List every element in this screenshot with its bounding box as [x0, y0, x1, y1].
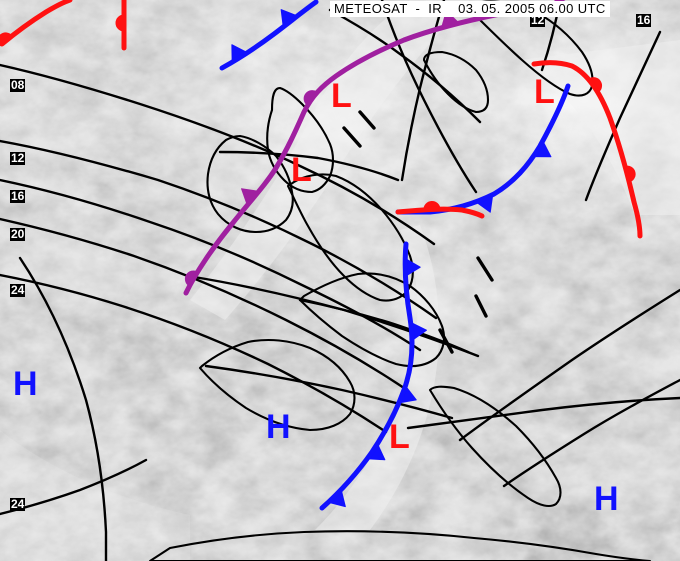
cold-front-western-europe — [327, 257, 427, 508]
trough-alps-2 — [438, 328, 454, 354]
pressure-label-20-3: 20 — [10, 227, 26, 241]
coast-england-wales — [286, 173, 414, 302]
isobar-24 — [0, 273, 388, 434]
warm-front-central-europe-line — [395, 206, 485, 219]
low-pressure-marker-2: L — [534, 73, 555, 111]
pressure-label-12-1: 12 — [10, 151, 26, 165]
coastlines — [148, 0, 652, 561]
trough-alps-1 — [476, 256, 494, 282]
isobar-12 — [0, 139, 438, 320]
trough-uk-1 — [358, 110, 376, 130]
isobar-08 — [0, 63, 436, 246]
isobar-west-arc — [18, 256, 108, 561]
isobar-south-2 — [204, 364, 454, 420]
isobar-south-1 — [406, 396, 680, 430]
cold-front-north-atlantic — [231, 9, 298, 63]
isobar-ne-2 — [584, 30, 662, 202]
pressure-label-24-4: 24 — [10, 283, 26, 297]
coast-iberia — [198, 338, 356, 432]
coast-ireland — [206, 134, 294, 234]
trough-se — [474, 294, 488, 318]
high-pressure-marker-6: H — [594, 480, 619, 518]
high-pressure-marker-5: H — [266, 408, 291, 446]
warm-front-scandinavia-line — [531, 60, 643, 239]
cold-front-western-europe-line — [319, 241, 415, 511]
isobar-gb — [218, 150, 400, 182]
isobar-north-2 — [400, 0, 446, 182]
coast-scotland — [266, 86, 335, 194]
low-pressure-marker-3: L — [389, 418, 410, 456]
pressure-label-16-2: 16 — [10, 189, 26, 203]
occluded-front-british-isles — [184, 0, 569, 287]
coast-denmark — [422, 50, 490, 114]
isobar-se-2 — [502, 378, 680, 488]
pressure-label-16-7: 16 — [636, 13, 652, 27]
trough-marks — [342, 110, 494, 354]
coast-north-africa — [148, 530, 652, 561]
isobar-scandi — [328, 8, 482, 124]
coast-italy — [428, 385, 562, 508]
low-pressure-marker-1: L — [291, 151, 312, 189]
low-pressure-marker-0: L — [331, 77, 352, 115]
pressure-label-24-5: 24 — [10, 497, 26, 511]
chart-header-title: METEOSAT - IR 03. 05. 2005 06.00 UTC — [330, 1, 610, 17]
occluded-front-british-isles-line — [183, 4, 589, 296]
isobar-north-1 — [380, 0, 478, 194]
high-pressure-marker-4: H — [13, 365, 38, 403]
trough-uk-2 — [342, 126, 362, 148]
warm-front-top-left-a-line — [0, 0, 73, 47]
isobar-20 — [0, 217, 406, 390]
isobar-16 — [0, 178, 422, 352]
cold-front-north-atlantic-line — [219, 0, 319, 71]
pressure-label-08-0: 08 — [10, 78, 26, 92]
